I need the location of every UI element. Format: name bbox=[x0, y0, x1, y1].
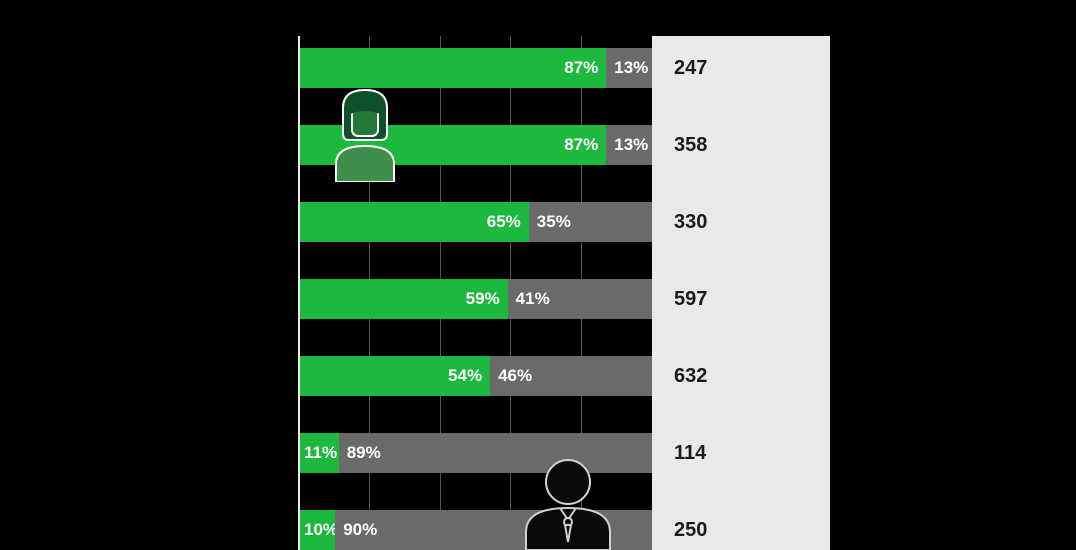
bar-segment-b: 90% bbox=[335, 510, 652, 550]
bar-segment-b: 35% bbox=[529, 202, 652, 242]
bar-segment-b: 13% bbox=[606, 48, 652, 88]
row-value: 597 bbox=[674, 288, 707, 311]
bar-segment-a: 54% bbox=[300, 356, 490, 396]
row-value: 250 bbox=[674, 519, 707, 542]
bar-row: 59%41% bbox=[300, 279, 652, 319]
plot-area: 87%13%87%13%65%35%59%41%54%46%11%89%10%9… bbox=[298, 36, 652, 550]
row-value: 330 bbox=[674, 211, 707, 234]
bar-segment-a: 10% bbox=[300, 510, 335, 550]
bar-segment-a: 87% bbox=[300, 125, 606, 165]
row-value: 632 bbox=[674, 365, 707, 388]
bar-row: 87%13% bbox=[300, 125, 652, 165]
bar-row: 10%90% bbox=[300, 510, 652, 550]
bar-row: 54%46% bbox=[300, 356, 652, 396]
bar-segment-b: 46% bbox=[490, 356, 652, 396]
row-value: 114 bbox=[674, 442, 706, 465]
bar-segment-a: 59% bbox=[300, 279, 508, 319]
bar-segment-a: 87% bbox=[300, 48, 606, 88]
bar-segment-b: 89% bbox=[339, 433, 652, 473]
row-value: 247 bbox=[674, 57, 707, 80]
value-column: 247 358 330 597 632 114 250 bbox=[652, 36, 830, 550]
row-value: 358 bbox=[674, 134, 707, 157]
bar-segment-b: 41% bbox=[508, 279, 652, 319]
bar-row: 11%89% bbox=[300, 433, 652, 473]
bar-row: 65%35% bbox=[300, 202, 652, 242]
bar-segment-a: 65% bbox=[300, 202, 529, 242]
bar-row: 87%13% bbox=[300, 48, 652, 88]
bar-segment-a: 11% bbox=[300, 433, 339, 473]
bar-segment-b: 13% bbox=[606, 125, 652, 165]
chart-stage: 87%13%87%13%65%35%59%41%54%46%11%89%10%9… bbox=[0, 0, 1076, 550]
